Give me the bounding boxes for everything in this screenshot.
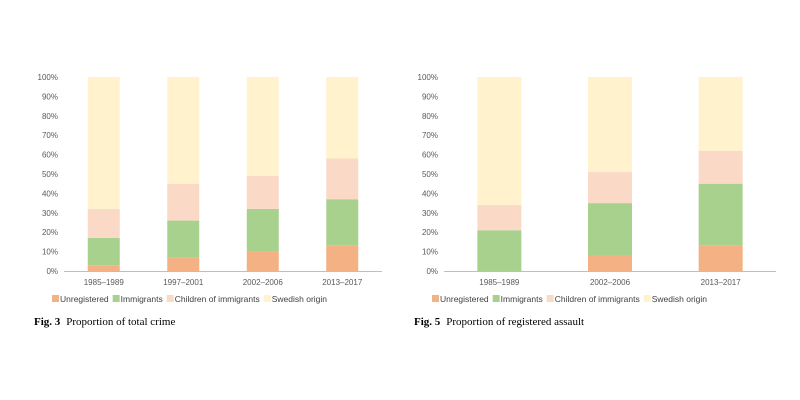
y-tick-label: 100% (418, 73, 438, 82)
legend-label-swedish-origin: Swedish origin (272, 294, 328, 304)
y-tick-label: 40% (42, 189, 58, 198)
bar-segment-swedish-origin (326, 77, 359, 159)
caption-text: Proportion of total crime (66, 316, 176, 328)
chart-panel-total-crime: 0% 10% 20% 30% 40% 50% 60% 70% 80% 90% 100% 1985–19… (34, 73, 382, 328)
bar-segment-children-of-immigrants (326, 158, 359, 200)
legend-label-unregistered: Unregistered (60, 294, 109, 304)
legend-label-immigrants: Immigrants (501, 294, 543, 304)
bar-segment-immigrants (87, 238, 120, 266)
legend-swatch-swedish-origin (263, 295, 271, 302)
bar-segment-children-of-immigrants (477, 205, 522, 231)
y-tick-label: 100% (38, 73, 58, 82)
legend-label-swedish-origin: Swedish origin (652, 294, 708, 304)
x-category-label: 2002–2006 (590, 278, 631, 287)
bar-segment-swedish-origin (246, 77, 279, 176)
bar-segment-immigrants (167, 220, 200, 258)
legend-label-children-of-immigrants: Children of immigrants (555, 294, 640, 304)
x-category-label: 1985–1989 (479, 278, 520, 287)
caption-registered-assault: Fig. 5 Proportion of registered assault (414, 316, 584, 328)
y-tick-label: 60% (42, 151, 58, 160)
legend-label-children-of-immigrants: Children of immigrants (175, 294, 260, 304)
legend-label-immigrants: Immigrants (121, 294, 163, 304)
y-tick-label: 60% (422, 151, 438, 160)
y-tick-label: 70% (422, 131, 438, 140)
y-tick-label: 70% (42, 131, 58, 140)
y-tick-label: 80% (42, 112, 58, 121)
caption-total-crime: Fig. 3 Proportion of total crime (34, 316, 175, 328)
bar-segment-unregistered (326, 245, 359, 271)
bar-segment-swedish-origin (87, 77, 120, 209)
legend-swatch-children-of-immigrants (546, 295, 554, 302)
legend-swatch-unregistered (432, 295, 439, 302)
bar-segment-unregistered (246, 251, 279, 271)
y-tick-label: 0% (426, 267, 438, 276)
y-tick-label: 30% (42, 209, 58, 218)
bar-segment-children-of-immigrants (246, 175, 279, 209)
y-tick-label: 40% (422, 189, 438, 198)
legend-swatch-unregistered (52, 295, 59, 302)
bar-segment-swedish-origin (167, 77, 200, 184)
bar-segment-swedish-origin (588, 77, 632, 173)
y-tick-label: 50% (42, 170, 58, 179)
x-category-label: 2013–2017 (322, 278, 363, 287)
y-tick-label: 90% (42, 92, 58, 101)
chart-registered-assault: 0% 10% 20% 30% 40% 50% 60% 70% 80% 90% 100% 1985–19… (418, 73, 776, 304)
y-tick-label: 20% (42, 228, 58, 237)
y-tick-label: 80% (422, 112, 438, 121)
bar-segment-children-of-immigrants (588, 172, 632, 204)
caption-text: Proportion of registered assault (446, 316, 585, 328)
bar-segment-immigrants (326, 199, 359, 246)
chart-total-crime: 0% 10% 20% 30% 40% 50% 60% 70% 80% 90% 100% 1985–19… (38, 73, 382, 304)
caption-figure-number: Fig. 3 (34, 316, 61, 328)
bar-segment-unregistered (698, 245, 743, 271)
y-tick-label: 10% (422, 248, 438, 257)
legend-swatch-children-of-immigrants (166, 295, 174, 302)
bar-segment-children-of-immigrants (698, 150, 743, 184)
bar-segment-swedish-origin (477, 77, 522, 206)
bar-segment-immigrants (477, 230, 522, 271)
bar-segment-unregistered (87, 265, 120, 271)
legend-swatch-immigrants (112, 295, 120, 302)
caption-figure-number: Fig. 5 (414, 316, 441, 328)
y-tick-label: 0% (46, 267, 58, 276)
y-tick-label: 90% (422, 92, 438, 101)
bar-segment-children-of-immigrants (167, 183, 200, 221)
bar-segment-immigrants (246, 208, 279, 252)
bar-segment-swedish-origin (698, 77, 743, 151)
legend-swatch-immigrants (492, 295, 500, 302)
legend-label-unregistered: Unregistered (440, 294, 489, 304)
chart-panel-registered-assault: 0% 10% 20% 30% 40% 50% 60% 70% 80% 90% 100% 1985–19… (400, 0, 800, 400)
bar-segment-unregistered (588, 255, 632, 271)
bar-segment-unregistered (167, 257, 200, 271)
bar-segment-immigrants (588, 203, 632, 256)
x-category-label: 2013–2017 (701, 278, 742, 287)
x-category-label: 2002–2006 (243, 278, 284, 287)
y-tick-label: 20% (422, 228, 438, 237)
x-category-label: 1985–1989 (84, 278, 125, 287)
legend-swatch-swedish-origin (643, 295, 651, 302)
bar-segment-children-of-immigrants (87, 208, 120, 239)
bar-segment-immigrants (698, 183, 743, 246)
y-tick-label: 10% (42, 248, 58, 257)
y-tick-label: 30% (422, 209, 438, 218)
y-tick-label: 50% (422, 170, 438, 179)
x-category-label: 1997–2001 (163, 278, 204, 287)
